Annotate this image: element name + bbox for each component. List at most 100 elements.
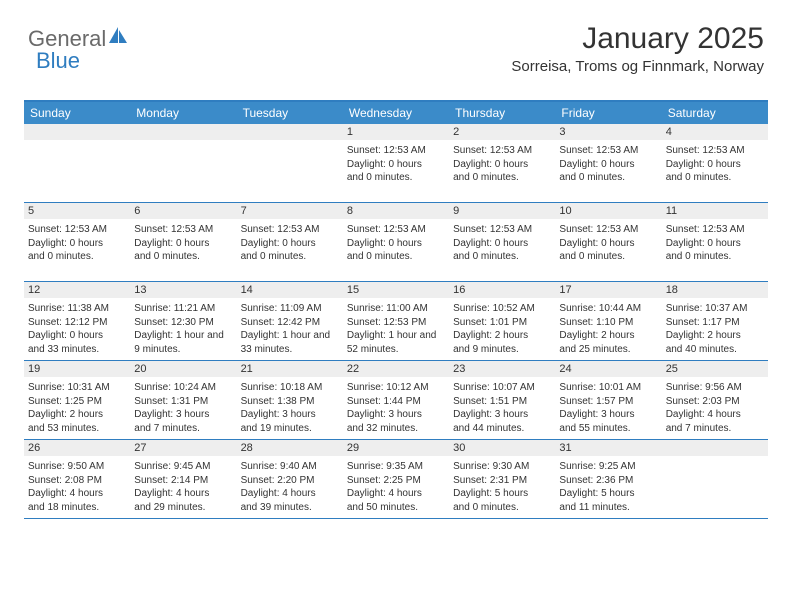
- day-detail-line: Daylight: 2 hours: [453, 329, 551, 343]
- header-sunday: Sunday: [24, 102, 130, 124]
- day-detail-line: Sunset: 1:38 PM: [241, 395, 339, 409]
- day-detail-line: Daylight: 3 hours: [241, 408, 339, 422]
- day-detail-line: Sunset: 12:53 AM: [666, 223, 764, 237]
- calendar: Sunday Monday Tuesday Wednesday Thursday…: [24, 100, 768, 519]
- day-cell: 5Sunset: 12:53 AMDaylight: 0 hoursand 0 …: [24, 203, 130, 281]
- day-detail: Sunrise: 10:52 AMSunset: 1:01 PMDaylight…: [453, 302, 551, 356]
- day-detail: Sunrise: 10:12 AMSunset: 1:44 PMDaylight…: [347, 381, 445, 435]
- day-detail-line: Sunset: 12:42 PM: [241, 316, 339, 330]
- day-detail: Sunset: 12:53 AMDaylight: 0 hoursand 0 m…: [666, 144, 764, 198]
- day-detail-line: Sunset: 12:53 AM: [666, 144, 764, 158]
- day-cell: 1Sunset: 12:53 AMDaylight: 0 hoursand 0 …: [343, 124, 449, 202]
- day-cell: [130, 124, 236, 202]
- day-detail-line: and 0 minutes.: [666, 250, 764, 264]
- day-detail-line: Sunrise: 9:40 AM: [241, 460, 339, 474]
- day-detail-line: Sunrise: 10:01 AM: [559, 381, 657, 395]
- day-detail-line: Sunset: 1:10 PM: [559, 316, 657, 330]
- day-cell: 22Sunrise: 10:12 AMSunset: 1:44 PMDaylig…: [343, 361, 449, 439]
- day-detail-line: Daylight: 1 hour and: [347, 329, 445, 343]
- day-detail: Sunset: 12:53 AMDaylight: 0 hoursand 0 m…: [134, 223, 232, 277]
- day-number: 7: [237, 203, 343, 219]
- day-detail: Sunrise: 10:01 AMSunset: 1:57 PMDaylight…: [559, 381, 657, 435]
- day-detail-line: Daylight: 4 hours: [241, 487, 339, 501]
- day-detail-line: Sunset: 12:53 AM: [453, 144, 551, 158]
- day-detail-line: and 11 minutes.: [559, 501, 657, 515]
- day-detail-line: Daylight: 1 hour and: [134, 329, 232, 343]
- day-detail-line: and 7 minutes.: [666, 422, 764, 436]
- day-detail-line: Daylight: 3 hours: [453, 408, 551, 422]
- day-detail-line: and 0 minutes.: [347, 250, 445, 264]
- day-number: 19: [24, 361, 130, 377]
- day-detail-line: Sunset: 12:53 AM: [347, 223, 445, 237]
- day-detail-line: Sunrise: 9:50 AM: [28, 460, 126, 474]
- day-detail-line: and 0 minutes.: [453, 250, 551, 264]
- day-detail-line: Sunrise: 9:35 AM: [347, 460, 445, 474]
- day-detail-line: Sunset: 12:12 PM: [28, 316, 126, 330]
- day-number: 27: [130, 440, 236, 456]
- day-detail-line: Sunset: 2:03 PM: [666, 395, 764, 409]
- day-detail-line: and 19 minutes.: [241, 422, 339, 436]
- day-detail-line: Daylight: 0 hours: [241, 237, 339, 251]
- day-detail: [666, 460, 764, 514]
- day-detail: Sunrise: 10:31 AMSunset: 1:25 PMDaylight…: [28, 381, 126, 435]
- day-number: 13: [130, 282, 236, 298]
- day-detail-line: Sunset: 2:31 PM: [453, 474, 551, 488]
- day-detail-line: Daylight: 2 hours: [559, 329, 657, 343]
- day-cell: 27Sunrise: 9:45 AMSunset: 2:14 PMDayligh…: [130, 440, 236, 518]
- day-number: [237, 124, 343, 140]
- day-detail: Sunset: 12:53 AMDaylight: 0 hoursand 0 m…: [347, 144, 445, 198]
- day-cell: 16 Sunrise: 10:52 AMSunset: 1:01 PMDaylig…: [449, 282, 555, 360]
- day-cell: 26Sunrise: 9:50 AMSunset: 2:08 PMDayligh…: [24, 440, 130, 518]
- day-detail: Sunrise: 11:38 AMSunset: 12:12 PMDayligh…: [28, 302, 126, 356]
- day-detail-line: Sunrise: 9:25 AM: [559, 460, 657, 474]
- day-detail-line: Sunrise: 11:00 AM: [347, 302, 445, 316]
- day-detail-line: Daylight: 1 hour and: [241, 329, 339, 343]
- day-detail-line: and 0 minutes.: [134, 250, 232, 264]
- day-detail-line: Sunset: 2:08 PM: [28, 474, 126, 488]
- day-number: 18: [662, 282, 768, 298]
- day-detail-line: and 0 minutes.: [559, 171, 657, 185]
- day-detail: Sunrise: 10:37 AMSunset: 1:17 PMDaylight…: [666, 302, 764, 356]
- day-detail: Sunset: 12:53 AMDaylight: 0 hoursand 0 m…: [666, 223, 764, 277]
- day-number: 14: [237, 282, 343, 298]
- day-detail-line: Sunset: 12:53 AM: [134, 223, 232, 237]
- day-detail: Sunrise: 9:35 AMSunset: 2:25 PMDaylight:…: [347, 460, 445, 514]
- day-cell: 8Sunset: 12:53 AMDaylight: 0 hoursand 0 …: [343, 203, 449, 281]
- day-detail-line: Sunset: 1:57 PM: [559, 395, 657, 409]
- day-detail-line: and 0 minutes.: [347, 171, 445, 185]
- week-row: 19 Sunrise: 10:31 AMSunset: 1:25 PMDaylig…: [24, 361, 768, 440]
- day-cell: 11Sunset: 12:53 AMDaylight: 0 hoursand 0…: [662, 203, 768, 281]
- location-subtitle: Sorreisa, Troms og Finnmark, Norway: [511, 58, 764, 75]
- day-cell: 18 Sunrise: 10:37 AMSunset: 1:17 PMDaylig…: [662, 282, 768, 360]
- day-detail-line: Sunrise: 10:18 AM: [241, 381, 339, 395]
- day-detail: Sunrise: 9:56 AMSunset: 2:03 PMDaylight:…: [666, 381, 764, 435]
- day-detail-line: and 33 minutes.: [28, 343, 126, 357]
- day-detail-line: Sunset: 12:30 PM: [134, 316, 232, 330]
- day-detail-line: 52 minutes.: [347, 343, 445, 357]
- day-number: 28: [237, 440, 343, 456]
- day-detail: Sunset: 12:53 AMDaylight: 0 hoursand 0 m…: [241, 223, 339, 277]
- day-cell: 17Sunrise: 10:44 AMSunset: 1:10 PMDaylig…: [555, 282, 661, 360]
- day-number: 12: [24, 282, 130, 298]
- day-detail-line: Sunrise: 9:30 AM: [453, 460, 551, 474]
- day-detail-line: Daylight: 0 hours: [559, 237, 657, 251]
- day-number: 29: [343, 440, 449, 456]
- day-cell: 19 Sunrise: 10:31 AMSunset: 1:25 PMDaylig…: [24, 361, 130, 439]
- day-cell: 28Sunrise: 9:40 AMSunset: 2:20 PMDayligh…: [237, 440, 343, 518]
- day-detail-line: and 32 minutes.: [347, 422, 445, 436]
- day-detail-line: and 0 minutes.: [559, 250, 657, 264]
- day-detail-line: Sunset: 1:01 PM: [453, 316, 551, 330]
- day-number: [130, 124, 236, 140]
- day-detail-line: and 29 minutes.: [134, 501, 232, 515]
- day-detail: Sunrise: 11:00 AMSunset: 12:53 PMDayligh…: [347, 302, 445, 356]
- day-detail: Sunrise: 10:24 AMSunset: 1:31 PMDaylight…: [134, 381, 232, 435]
- day-detail-line: Daylight: 0 hours: [453, 237, 551, 251]
- day-detail: [241, 144, 339, 198]
- day-detail-line: Sunset: 1:17 PM: [666, 316, 764, 330]
- day-cell: 20Sunrise: 10:24 AMSunset: 1:31 PMDaylig…: [130, 361, 236, 439]
- day-number: 16: [449, 282, 555, 298]
- day-detail: Sunrise: 10:07 AMSunset: 1:51 PMDaylight…: [453, 381, 551, 435]
- day-detail-line: Sunset: 12:53 AM: [241, 223, 339, 237]
- day-detail-line: Sunrise: 11:38 AM: [28, 302, 126, 316]
- day-cell: 24Sunrise: 10:01 AMSunset: 1:57 PMDaylig…: [555, 361, 661, 439]
